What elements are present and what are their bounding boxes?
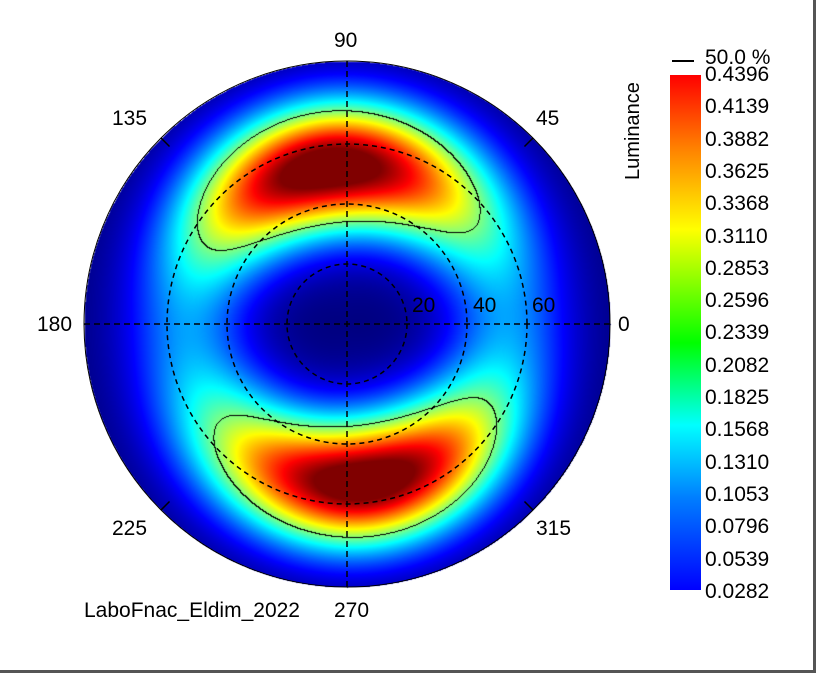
- azimuth-label-180: 180: [37, 313, 73, 336]
- colorbar-tick-label: 0.0282: [705, 579, 770, 603]
- colorbar-tick-label: 0.4139: [705, 95, 770, 119]
- radial-label-20: 20: [412, 294, 436, 317]
- colorbar-tick-label: 0.1568: [705, 418, 770, 442]
- azimuth-label-45: 45: [536, 107, 560, 130]
- azimuth-label-315: 315: [536, 517, 572, 540]
- colorbar-tick-label: 0.3625: [705, 159, 770, 183]
- contour-legend-line: [672, 60, 694, 62]
- colorbar-tick-label: 0.3368: [705, 192, 770, 216]
- azimuth-label-270: 270: [334, 599, 370, 622]
- azimuth-tick: [160, 137, 171, 148]
- azimuth-tick: [160, 500, 171, 511]
- radial-label-60: 60: [532, 294, 556, 317]
- azimuth-tick: [523, 137, 534, 148]
- colorbar: [670, 75, 701, 590]
- colorbar-tick-label: 0.3882: [705, 127, 770, 151]
- colorbar-tick-label: 0.2853: [705, 256, 770, 280]
- colorbar-tick-label: 0.0539: [705, 547, 770, 571]
- colorbar-tick-label: 0.3110: [705, 224, 768, 248]
- footer-label: LaboFnac_Eldim_2022: [84, 599, 300, 622]
- colorbar-tick-label: 0.4396: [705, 63, 770, 86]
- colorbar-tick-label: 0.0796: [705, 515, 770, 539]
- colorbar-title: Luminance: [622, 82, 644, 180]
- azimuth-label-0: 0: [618, 313, 630, 336]
- colorbar-tick-label: 0.2596: [705, 289, 770, 313]
- colorbar-tick-label: 0.1053: [705, 482, 770, 506]
- colorbar-tick-label: 0.1825: [705, 386, 770, 409]
- azimuth-label-90: 90: [334, 29, 358, 52]
- colorbar-tick-label: 0.2082: [705, 353, 770, 377]
- azimuth-label-225: 225: [112, 517, 148, 540]
- azimuth-label-135: 135: [112, 107, 148, 130]
- azimuth-tick: [523, 500, 534, 511]
- radial-label-40: 40: [473, 294, 497, 317]
- colorbar-tick-label: 0.2339: [705, 321, 770, 345]
- colorbar-tick-label: 0.1310: [705, 450, 770, 474]
- contour-legend-label: 50.0 %: [705, 46, 771, 69]
